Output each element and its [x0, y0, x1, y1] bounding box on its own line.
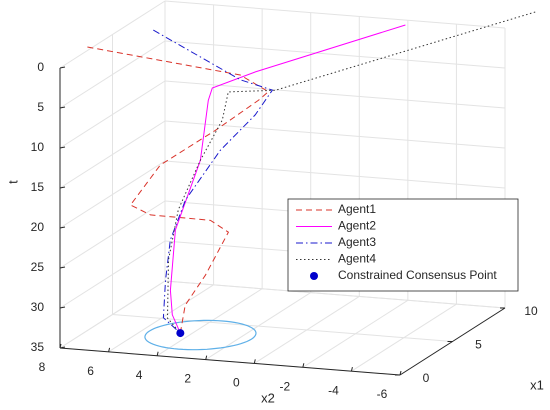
grid-line	[112, 314, 453, 342]
t-tick-label: 15	[31, 180, 45, 194]
legend-box	[287, 198, 519, 292]
tick-mark	[59, 186, 66, 189]
x2-tick-label: 0	[233, 376, 240, 390]
x2-tick-label: -2	[280, 379, 291, 393]
legend-label: Agent3	[338, 235, 376, 249]
legend: Agent1 Agent2 Agent3 Agent4 Constrained Cons…	[287, 198, 519, 292]
t-tick-label: 5	[37, 100, 44, 114]
tick-mark	[399, 370, 402, 376]
legend-swatch	[310, 272, 318, 280]
tick-mark	[59, 106, 66, 109]
x1-tick-label: 0	[423, 371, 430, 385]
t-tick-label: 35	[31, 340, 45, 354]
grid-line	[164, 0, 506, 29]
tick-mark	[59, 266, 66, 269]
legend-label: Agent1	[338, 202, 376, 216]
x1-tick-label: 10	[524, 304, 538, 318]
x1-axis-label: x1	[530, 377, 544, 392]
t-tick-label: 30	[31, 300, 45, 314]
legend-label: Agent2	[338, 219, 376, 233]
agent-line	[153, 29, 274, 334]
legend-label: Agent4	[338, 252, 376, 266]
constraint-circle	[144, 319, 257, 351]
x2-tick-label: -4	[328, 383, 339, 397]
t-axis-label: t	[5, 180, 20, 184]
x2-tick-label: 4	[136, 368, 143, 382]
t-tick-label: 10	[31, 140, 45, 154]
tick-mark	[59, 343, 62, 349]
x2-axis-line	[59, 347, 401, 376]
grid-line	[164, 160, 506, 189]
tick-mark	[302, 363, 305, 368]
t-tick-label: 0	[37, 60, 44, 74]
x2-tick-label: 6	[87, 364, 94, 378]
tick-mark	[59, 346, 66, 349]
x2-tick-label: 2	[184, 372, 191, 386]
t-tick-label: 25	[31, 260, 45, 274]
tick-mark	[59, 66, 66, 69]
tick-mark	[59, 306, 66, 309]
consensus-point	[176, 329, 185, 338]
x1-tick-label: 5	[475, 338, 482, 352]
tick-mark	[350, 367, 353, 372]
x2-tick-label: -6	[377, 387, 388, 401]
grid-line	[164, 280, 506, 309]
tick-mark	[156, 351, 159, 356]
agent-line	[87, 46, 270, 334]
tick-mark	[253, 359, 256, 364]
grid-line	[164, 80, 506, 109]
tick-mark	[205, 355, 208, 360]
legend-label: Constrained Consensus Point	[338, 268, 497, 282]
tick-mark	[59, 226, 66, 229]
grid-line	[164, 40, 506, 69]
t-tick-label: 20	[31, 220, 45, 234]
tick-mark	[108, 347, 111, 352]
x2-axis-label: x2	[261, 390, 275, 405]
plot-area	[87, 11, 536, 351]
x2-tick-label: 8	[39, 360, 46, 374]
tick-mark	[59, 146, 66, 149]
agent-line	[166, 11, 536, 334]
